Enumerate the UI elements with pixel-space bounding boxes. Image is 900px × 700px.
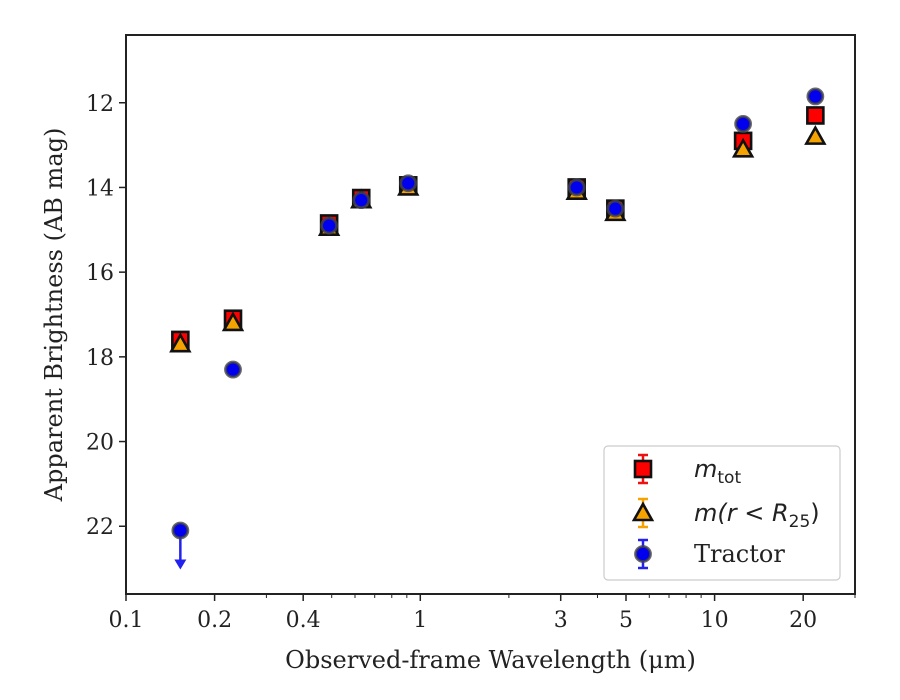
data-point — [221, 311, 245, 332]
circle-marker — [634, 545, 652, 563]
legend-box — [603, 445, 841, 581]
data-point — [224, 360, 242, 379]
legend-marker — [633, 459, 653, 479]
y-axis-ticks: 12 14 16 18 20 22 — [86, 92, 126, 540]
upper-limit-arrowhead — [174, 559, 187, 570]
x-axis-ticks: 0.1 0.2 0.4 1 3 5 10 20 — [109, 594, 856, 633]
legend-label: m(r < R25) — [694, 499, 820, 532]
legend-item: m(r < R25) — [631, 497, 820, 532]
x-tick-label: 20 — [789, 608, 817, 633]
data-point — [804, 124, 827, 145]
legend-marker — [631, 501, 655, 522]
data-point — [352, 191, 371, 210]
legend-label: mtot — [694, 455, 741, 488]
circle-marker — [352, 191, 371, 210]
data-point — [320, 216, 339, 235]
y-tick-label: 14 — [86, 176, 114, 201]
x-tick-label: 5 — [619, 608, 633, 633]
y-tick-label: 22 — [86, 515, 114, 540]
y-tick-label: 20 — [86, 431, 114, 456]
data-point — [731, 137, 755, 158]
data-point — [567, 178, 586, 197]
circle-marker — [320, 216, 339, 235]
legend-marker — [634, 545, 652, 563]
square-marker — [633, 459, 653, 479]
triangle-marker — [221, 311, 245, 332]
y-tick-label: 12 — [86, 92, 114, 117]
legend-label: Tractor — [694, 540, 785, 568]
data-point — [169, 332, 192, 353]
legend-item: Tractor — [634, 538, 785, 570]
x-axis-label: Observed-frame Wavelength (μm) — [285, 646, 696, 674]
y-tick-label: 18 — [86, 346, 114, 371]
data-markers — [169, 87, 827, 570]
x-tick-label: 10 — [701, 608, 729, 633]
circle-marker — [734, 115, 753, 133]
legend: mtot m(r < R25) Tractor — [603, 445, 841, 581]
x-tick-label: 3 — [554, 608, 568, 633]
square-marker — [806, 106, 825, 125]
x-tick-label: 1 — [413, 608, 427, 633]
circle-marker — [224, 360, 242, 379]
circle-marker — [567, 178, 586, 197]
x-tick-label: 0.1 — [109, 608, 144, 633]
legend-item: mtot — [633, 453, 741, 488]
data-point — [806, 87, 825, 106]
y-axis-label: Apparent Brightness (AB mag) — [40, 128, 68, 503]
triangle-marker — [731, 137, 755, 158]
triangle-marker — [631, 501, 655, 522]
y-tick-label: 16 — [86, 261, 114, 286]
x-tick-label: 0.2 — [197, 608, 232, 633]
data-point — [734, 115, 753, 133]
circle-marker — [806, 87, 825, 106]
circle-marker — [399, 174, 418, 193]
data-point — [806, 106, 825, 125]
data-point — [399, 174, 418, 193]
triangle-marker — [169, 332, 192, 353]
triangle-marker — [804, 124, 827, 145]
data-point — [171, 521, 190, 540]
circle-marker — [171, 521, 190, 540]
data-point — [606, 199, 625, 218]
x-tick-label: 0.4 — [286, 608, 321, 633]
circle-marker — [606, 199, 625, 218]
